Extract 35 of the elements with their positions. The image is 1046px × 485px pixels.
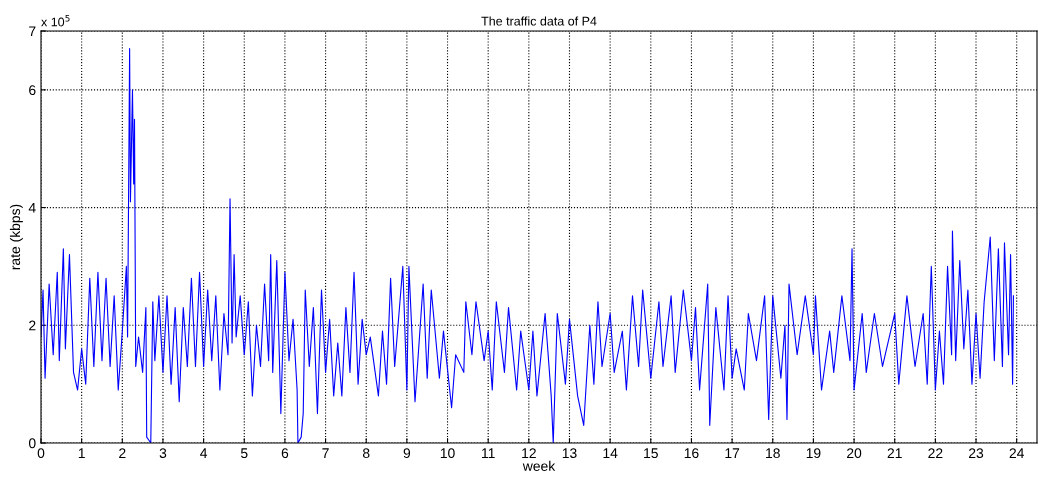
x-tick-label: 20 [847, 448, 862, 459]
y-tick-label: 0 [28, 438, 36, 449]
x-tick-label: 16 [684, 448, 699, 459]
x-tick-label: 21 [887, 448, 902, 458]
x-tick-label: 2 [119, 448, 126, 458]
x-tick-label: 15 [644, 448, 658, 459]
y-tick-label: 2 [29, 320, 36, 331]
x-tick-label: 17 [725, 448, 740, 458]
x-tick-label: 8 [362, 448, 370, 459]
x-tick-label: 13 [562, 448, 577, 459]
y-axis-title: rate (kbps) [9, 204, 23, 270]
y-tick-label: 7 [29, 26, 36, 37]
x-tick-label: 4 [200, 448, 208, 458]
x-tick-label: 10 [440, 448, 455, 459]
x-tick-label: 14 [603, 448, 618, 458]
x-axis-title: week [522, 460, 556, 472]
x-tick-label: 22 [928, 448, 943, 458]
x-tick-label: 6 [281, 448, 289, 459]
y-tick-label: 6 [29, 85, 36, 96]
x-tick-label: 9 [403, 448, 411, 459]
x-tick-label: 23 [969, 448, 984, 459]
x-tick-label: 3 [159, 448, 167, 459]
x-tick-label: 0 [37, 448, 45, 459]
x-tick-label: 19 [806, 448, 821, 459]
y-tick-label: 4 [28, 203, 36, 213]
x-tick-label: 5 [240, 448, 248, 459]
x-tick-label: 12 [522, 448, 536, 458]
x-tick-label: 1 [78, 448, 85, 458]
chart-title: The traffic data of P4 [481, 16, 597, 26]
x-tick-label: 18 [766, 448, 780, 459]
x-tick-label: 7 [322, 448, 329, 458]
x-tick-label: 24 [1009, 448, 1024, 458]
x-tick-label: 11 [482, 448, 495, 458]
line-series [41, 48, 1014, 443]
text: x 10$^{5}$ [41, 15, 70, 27]
